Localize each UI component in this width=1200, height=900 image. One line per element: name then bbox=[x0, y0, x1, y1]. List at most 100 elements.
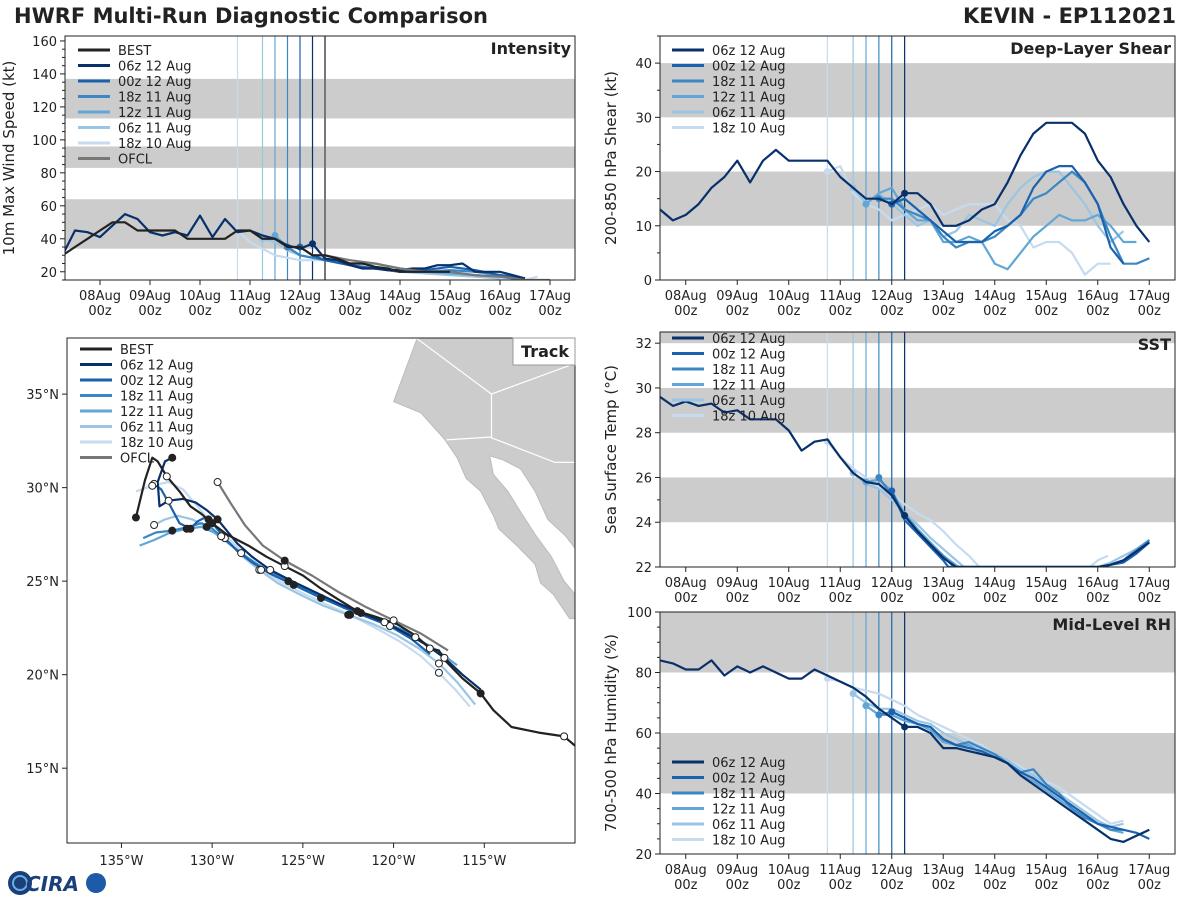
rh-xtick-date-7: 15Aug bbox=[1025, 863, 1067, 878]
shear-xtick-date-5: 13Aug bbox=[922, 289, 964, 304]
track-marker-18z-11-aug bbox=[168, 526, 177, 535]
intensity-legend-label-06z-11-aug: 06z 11 Aug bbox=[118, 122, 192, 137]
logo-swirl bbox=[12, 875, 28, 891]
shear-xtick-date-4: 12Aug bbox=[871, 289, 913, 304]
rh-xtick-date-3: 11Aug bbox=[819, 863, 861, 878]
track-series-12z-11-aug bbox=[139, 525, 458, 667]
shear-xtick-hour-2: 00z bbox=[777, 304, 801, 319]
intensity-xtick-hour-1: 00z bbox=[138, 304, 162, 319]
sst-xtick-date-2: 10Aug bbox=[768, 576, 810, 591]
track-marker-06z-12-aug bbox=[213, 515, 222, 524]
track-ytick-label-2: 25°N bbox=[26, 575, 59, 590]
sst-xtick-date-9: 17Aug bbox=[1128, 576, 1170, 591]
intensity-xtick-hour-0: 00z bbox=[88, 304, 112, 319]
shear-ytick-label-3: 30 bbox=[635, 111, 652, 126]
intensity-xtick-date-3: 11Aug bbox=[229, 289, 271, 304]
sst-legend-label-00z-12-aug: 00z 12 Aug bbox=[712, 348, 786, 363]
track-best-marker bbox=[476, 689, 485, 698]
track-map: Track 135°W 130°W 125°W 120°W 115°W 15°N 20°N 25… bbox=[26, 337, 576, 869]
sst-ytick-label-1: 24 bbox=[635, 516, 652, 531]
sst-legend-label-18z-11-aug: 18z 11 Aug bbox=[712, 363, 786, 378]
track-series-ofcl bbox=[216, 481, 449, 652]
intensity-legend-label-18z-11-aug: 18z 11 Aug bbox=[118, 91, 192, 106]
track-marker-18z-11-aug bbox=[284, 577, 293, 586]
shear-xtick-hour-6: 00z bbox=[983, 304, 1007, 319]
intensity-ytick-label-3: 80 bbox=[40, 167, 57, 182]
sst-xtick-hour-1: 00z bbox=[726, 591, 750, 606]
intensity-xtick-date-2: 10Aug bbox=[179, 289, 221, 304]
track-xtick-label-2: 125°W bbox=[281, 854, 325, 869]
track-marker-ofcl bbox=[280, 556, 289, 565]
sst-xtick-hour-9: 00z bbox=[1138, 591, 1162, 606]
intensity-xtick-date-7: 15Aug bbox=[429, 289, 471, 304]
sst-band-2 bbox=[660, 332, 1175, 344]
shear-band-1 bbox=[660, 63, 1175, 118]
land-mass bbox=[392, 338, 575, 620]
shear-init-dot-18z-10-aug bbox=[823, 168, 831, 176]
rh-xtick-hour-5: 00z bbox=[932, 878, 956, 893]
intensity-band-1 bbox=[65, 146, 575, 168]
rh-series-18z-10-aug bbox=[827, 677, 1124, 825]
intensity-band-0 bbox=[65, 199, 575, 249]
shear-xtick-hour-5: 00z bbox=[932, 304, 956, 319]
track-marker-00z-12-aug bbox=[289, 580, 298, 589]
track-marker-ofcl bbox=[389, 616, 398, 625]
track-marker-06z-11-aug bbox=[202, 522, 211, 531]
shear-xtick-date-9: 17Aug bbox=[1128, 289, 1170, 304]
rh-legend-label-18z-11-aug: 18z 11 Aug bbox=[712, 787, 786, 802]
rh-xtick-hour-8: 00z bbox=[1086, 878, 1110, 893]
figure-title: HWRF Multi-Run Diagnostic Comparison bbox=[14, 4, 489, 28]
track-ytick-label-3: 30°N bbox=[26, 482, 59, 497]
rh-init-dot-00z-12-aug bbox=[888, 708, 896, 716]
intensity-xtick-hour-8: 00z bbox=[488, 304, 512, 319]
track-legend-label-06z-11-aug: 06z 11 Aug bbox=[120, 421, 194, 436]
track-panel-title: Track bbox=[521, 342, 569, 361]
rh-init-dot-06z-12-aug bbox=[901, 723, 909, 731]
shear-xtick-date-3: 11Aug bbox=[819, 289, 861, 304]
track-legend-label-18z-10-aug: 18z 10 Aug bbox=[120, 436, 194, 451]
shear-xtick-hour-4: 00z bbox=[880, 304, 904, 319]
track-marker-ofcl bbox=[213, 478, 222, 487]
rh-ytick-label-3: 80 bbox=[635, 667, 652, 682]
track-marker-06z-12-aug bbox=[164, 496, 173, 505]
shear-xtick-hour-9: 00z bbox=[1138, 304, 1162, 319]
border-line-1 bbox=[415, 338, 493, 438]
cira-logo: CIRA bbox=[8, 871, 106, 896]
track-legend-label-12z-11-aug: 12z 11 Aug bbox=[120, 405, 194, 420]
shear-xtick-date-8: 16Aug bbox=[1077, 289, 1119, 304]
shear-ylabel: 200-850 hPa Shear (kt) bbox=[602, 71, 620, 245]
sst-xtick-hour-7: 00z bbox=[1035, 591, 1059, 606]
track-marker-12z-11-aug bbox=[237, 549, 246, 558]
intensity-ytick-label-7: 160 bbox=[32, 35, 57, 50]
rh-xtick-date-5: 13Aug bbox=[922, 863, 964, 878]
shear-xtick-date-2: 10Aug bbox=[768, 289, 810, 304]
shear-xtick-hour-8: 00z bbox=[1086, 304, 1110, 319]
track-marker-06z-12-aug bbox=[168, 453, 177, 462]
logo-emblem bbox=[86, 873, 106, 893]
sst-xtick-hour-3: 00z bbox=[829, 591, 853, 606]
shear-ytick-label-4: 40 bbox=[635, 57, 652, 72]
sst-xtick-hour-6: 00z bbox=[983, 591, 1007, 606]
rh-ytick-label-1: 40 bbox=[635, 788, 652, 803]
sst-legend-label-06z-12-aug: 06z 12 Aug bbox=[712, 332, 786, 347]
rh-xtick-date-1: 09Aug bbox=[716, 863, 758, 878]
rh-init-dot-18z-11-aug bbox=[875, 711, 883, 719]
intensity-legend-label-00z-12-aug: 00z 12 Aug bbox=[118, 75, 192, 90]
border-line-2 bbox=[491, 362, 575, 395]
sst-frame bbox=[659, 331, 1176, 568]
sst-panel-title: SST bbox=[1138, 335, 1171, 354]
shear-series-12z-11-aug bbox=[865, 186, 1137, 271]
rh-ytick-label-2: 60 bbox=[635, 727, 652, 742]
storm-id: KEVIN - EP112021 bbox=[962, 4, 1176, 28]
intensity-xtick-hour-2: 00z bbox=[188, 304, 212, 319]
track-legend-label-best: BEST bbox=[120, 343, 153, 358]
intensity-xtick-date-6: 14Aug bbox=[379, 289, 421, 304]
track-legend-label-06z-12-aug: 06z 12 Aug bbox=[120, 359, 194, 374]
rh-xtick-hour-3: 00z bbox=[829, 878, 853, 893]
sst-series-18z-10-aug bbox=[826, 440, 1109, 567]
track-marker-18z-11-aug bbox=[217, 532, 226, 541]
rh-panel-title: Mid-Level RH bbox=[1052, 615, 1171, 634]
rh-legend-label-06z-12-aug: 06z 12 Aug bbox=[712, 756, 786, 771]
sst-init-dot-18z-11-aug bbox=[875, 473, 883, 481]
rh-xtick-hour-6: 00z bbox=[983, 878, 1007, 893]
